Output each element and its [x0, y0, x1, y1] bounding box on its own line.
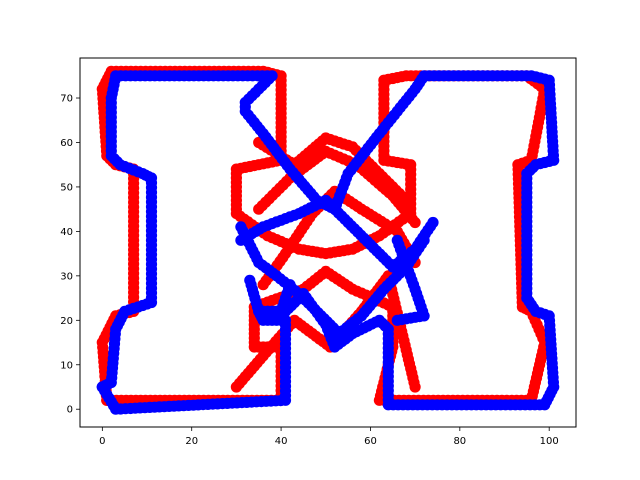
x-tick-label: 100 — [540, 436, 559, 447]
data-point — [409, 381, 421, 393]
y-tick-label: 20 — [60, 316, 73, 327]
data-point — [409, 216, 421, 229]
y-tick-label: 0 — [67, 405, 73, 416]
y-tick-label: 40 — [60, 227, 73, 238]
data-point — [96, 381, 108, 393]
x-tick-label: 80 — [453, 436, 466, 447]
data-point — [427, 216, 439, 229]
x-axis: 0 20 40 60 80 100 — [99, 427, 559, 447]
y-tick-label: 70 — [60, 94, 73, 105]
y-tick-label: 60 — [60, 138, 73, 149]
y-axis: 0 10 20 30 40 50 60 70 — [60, 94, 80, 416]
data-point — [418, 234, 430, 246]
x-tick-label: 40 — [275, 436, 288, 447]
data-points-layer — [96, 65, 560, 415]
data-point — [284, 279, 296, 291]
x-tick-label: 0 — [99, 436, 105, 447]
y-tick-label: 50 — [60, 182, 73, 193]
x-tick-label: 20 — [185, 436, 198, 447]
y-tick-label: 10 — [60, 360, 73, 371]
data-point — [400, 194, 412, 206]
x-tick-label: 60 — [364, 436, 377, 447]
series-1 — [96, 70, 560, 415]
y-tick-label: 30 — [60, 271, 73, 282]
data-point — [391, 314, 403, 326]
plot-frame — [79, 57, 577, 428]
